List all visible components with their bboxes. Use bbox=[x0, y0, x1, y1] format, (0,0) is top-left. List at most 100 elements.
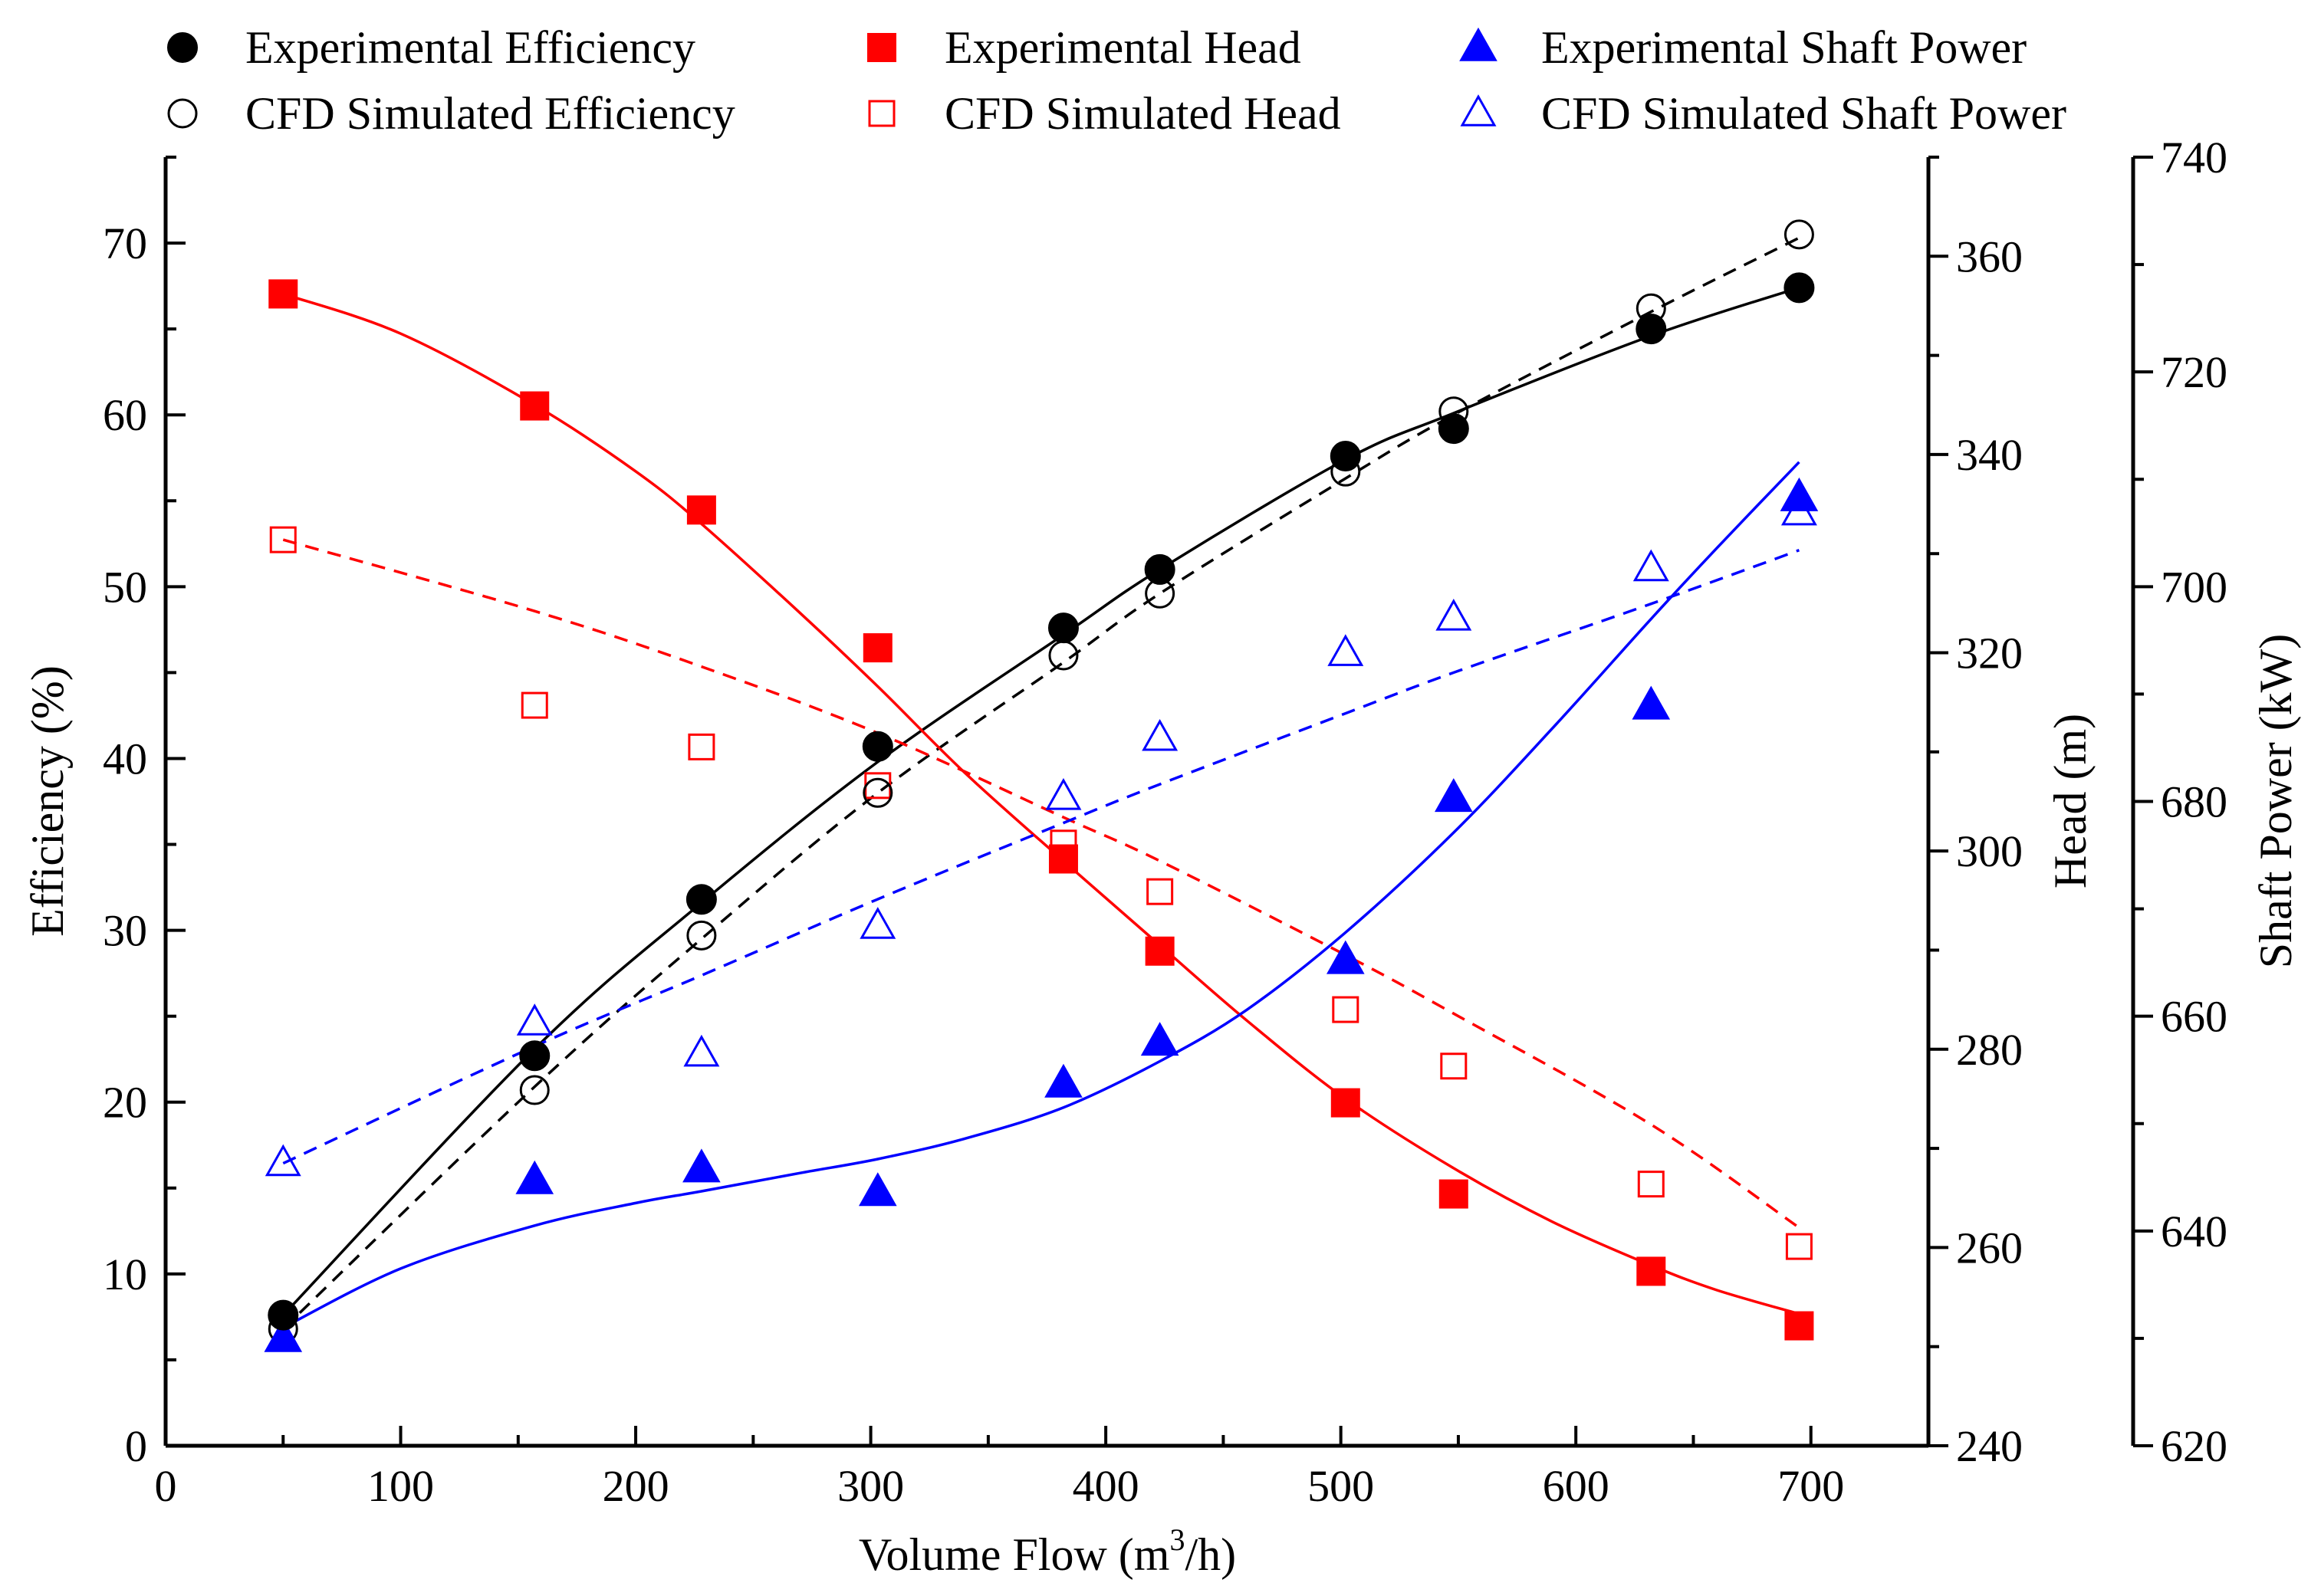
cfd_power-point bbox=[1632, 549, 1669, 582]
exp_head-point bbox=[1145, 936, 1175, 966]
x-tick-label: 600 bbox=[1543, 1461, 1609, 1511]
efficiency-tick-label: 20 bbox=[103, 1078, 147, 1128]
x-tick-label: 700 bbox=[1777, 1461, 1844, 1511]
exp_head-fit-line bbox=[282, 292, 1800, 1315]
exp_eff-point bbox=[1438, 413, 1469, 445]
exp_power-legend-marker bbox=[1459, 27, 1497, 61]
cfd_head-point bbox=[1440, 1053, 1468, 1080]
power-tick-label: 620 bbox=[2161, 1421, 2227, 1471]
exp_head-point bbox=[1636, 1256, 1666, 1286]
head-tick-label: 360 bbox=[1956, 232, 2023, 281]
exp_head-point bbox=[863, 633, 893, 663]
cfd_eff-point bbox=[519, 1075, 550, 1105]
exp_eff-legend-label: Experimental Efficiency bbox=[245, 22, 695, 73]
cfd_power-point bbox=[516, 1003, 553, 1036]
exp_power-point bbox=[1632, 685, 1671, 720]
cfd_power-point bbox=[1045, 777, 1082, 810]
axis-ticks: 0 100 200 300 400 500 600 700 0 10 20 30 40 50 60 70 240… bbox=[103, 133, 2227, 1511]
exp_eff-point bbox=[1144, 553, 1175, 585]
power-tick-label: 740 bbox=[2161, 133, 2227, 182]
power-tick-label: 720 bbox=[2161, 347, 2227, 397]
exp_eff-point bbox=[1783, 272, 1815, 304]
cfd_head-point bbox=[688, 733, 715, 760]
x-tick-label: 400 bbox=[1073, 1461, 1139, 1511]
head-tick-label: 340 bbox=[1956, 430, 2023, 480]
power-tick-label: 680 bbox=[2161, 777, 2227, 827]
x-tick-label: 100 bbox=[367, 1461, 434, 1511]
cfd_head-legend-marker bbox=[868, 100, 896, 127]
exp_eff-point bbox=[1047, 612, 1079, 644]
cfd_power-legend-label: CFD Simulated Shaft Power bbox=[1541, 88, 2066, 139]
cfd_power-point bbox=[683, 1034, 720, 1067]
head-tick-label: 240 bbox=[1956, 1421, 2023, 1471]
exp_eff-fit-line bbox=[282, 286, 1800, 1316]
cfd_eff-point bbox=[1048, 640, 1079, 671]
exp_power-legend-label: Experimental Shaft Power bbox=[1541, 22, 2027, 73]
head-tick-label: 260 bbox=[1956, 1223, 2023, 1273]
cfd_head-point bbox=[1332, 996, 1359, 1023]
cfd_eff-point bbox=[686, 920, 717, 951]
cfd_head-point bbox=[521, 691, 548, 719]
x-axis-title-unit: /h) bbox=[1185, 1529, 1236, 1580]
cfd_head-fit-line bbox=[282, 538, 1800, 1229]
efficiency-tick-label: 50 bbox=[103, 562, 147, 612]
cfd_power-point bbox=[1142, 718, 1179, 751]
head-tick-label: 320 bbox=[1956, 629, 2023, 678]
x-tick-label: 200 bbox=[603, 1461, 669, 1511]
x-tick-label: 300 bbox=[837, 1461, 904, 1511]
exp_power-point bbox=[1326, 940, 1365, 974]
cfd_power-legend-marker bbox=[1460, 94, 1497, 126]
plot-frame bbox=[163, 157, 2135, 1448]
exp_power-point bbox=[264, 1318, 303, 1352]
cfd_power-point bbox=[860, 907, 896, 939]
cfd_eff-point bbox=[863, 777, 893, 808]
exp_eff-point bbox=[685, 884, 717, 915]
exp_power-fit-line bbox=[282, 461, 1800, 1329]
exp_eff-point bbox=[1330, 440, 1361, 471]
head-tick-label: 300 bbox=[1956, 826, 2023, 876]
cfd_eff-fit-line bbox=[282, 236, 1800, 1330]
efficiency-tick-label: 0 bbox=[125, 1421, 147, 1471]
efficiency-tick-label: 30 bbox=[103, 906, 147, 956]
cfd_power-point bbox=[265, 1144, 301, 1177]
cfd_head-point bbox=[1146, 878, 1174, 905]
head-axis-title: Head (m) bbox=[2045, 714, 2096, 888]
power-tick-label: 700 bbox=[2161, 562, 2227, 612]
exp_eff-point bbox=[268, 1299, 299, 1331]
cfd_power-point bbox=[1327, 634, 1364, 666]
cfd_head-point bbox=[1785, 1233, 1813, 1260]
exp_head-point bbox=[1330, 1088, 1360, 1118]
exp_head-point bbox=[268, 279, 298, 309]
x-axis-title-superscript: 3 bbox=[1169, 1522, 1185, 1557]
efficiency-tick-label: 70 bbox=[103, 218, 147, 268]
legend: Experimental Efficiency CFD Simulated Eff… bbox=[167, 22, 2066, 139]
fit-lines bbox=[282, 236, 1800, 1330]
efficiency-tick-label: 60 bbox=[103, 390, 147, 440]
exp_head-point bbox=[1048, 844, 1078, 874]
efficiency-axis-title: Efficiency (%) bbox=[22, 665, 73, 937]
cfd_eff-point bbox=[1783, 219, 1814, 250]
cfd_eff-legend-label: CFD Simulated Efficiency bbox=[245, 88, 735, 139]
efficiency-tick-label: 10 bbox=[103, 1250, 147, 1299]
exp_eff-point bbox=[862, 731, 893, 762]
exp_eff-point bbox=[1636, 314, 1667, 345]
exp_power-point bbox=[1140, 1022, 1179, 1056]
cfd_power-point bbox=[1435, 599, 1472, 631]
exp_eff-legend-marker bbox=[167, 32, 198, 63]
exp_head-point bbox=[520, 391, 550, 421]
power-axis-title: Shaft Power (kW) bbox=[2250, 634, 2301, 969]
x-axis-title: Volume Flow (m3/h) bbox=[859, 1522, 1236, 1580]
exp_power-point bbox=[1044, 1063, 1083, 1098]
exp_power-point bbox=[1434, 778, 1473, 813]
exp_eff-point bbox=[519, 1040, 551, 1072]
exp_head-legend-label: Experimental Head bbox=[945, 22, 1301, 73]
power-tick-label: 660 bbox=[2161, 992, 2227, 1042]
x-tick-label: 0 bbox=[155, 1461, 177, 1511]
head-tick-label: 280 bbox=[1956, 1025, 2023, 1075]
x-tick-label: 500 bbox=[1307, 1461, 1374, 1511]
exp_head-point bbox=[1438, 1179, 1468, 1209]
exp_head-legend-marker bbox=[867, 33, 896, 62]
exp_power-point bbox=[515, 1160, 554, 1194]
exp_head-point bbox=[686, 495, 716, 525]
